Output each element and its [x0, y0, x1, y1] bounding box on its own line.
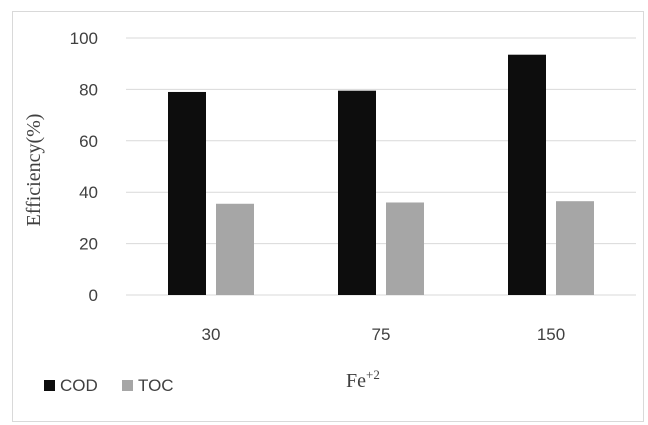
- y-tick-label: 100: [70, 29, 98, 48]
- legend-label-toc: TOC: [138, 376, 174, 395]
- legend-swatch-cod: [44, 380, 55, 391]
- y-tick-label: 60: [79, 132, 98, 151]
- bar-toc-75: [386, 202, 424, 295]
- legend-label-cod: COD: [60, 376, 98, 395]
- legend-swatch-toc: [122, 380, 133, 391]
- bar-cod-150: [508, 54, 546, 295]
- y-tick-label: 80: [79, 80, 98, 99]
- bar-toc-30: [216, 203, 254, 295]
- x-axis-title: Fe+2: [346, 367, 380, 392]
- bars: [168, 54, 594, 295]
- bar-toc-150: [556, 201, 594, 295]
- bar-cod-30: [168, 91, 206, 295]
- y-axis-title: Efficiency(%): [23, 114, 45, 227]
- x-tick-label: 150: [537, 325, 565, 344]
- y-axis-ticks: 0 20 40 60 80 100: [70, 29, 98, 305]
- y-tick-label: 20: [79, 235, 98, 254]
- x-tick-label: 30: [202, 325, 221, 344]
- y-tick-label: 0: [89, 286, 98, 305]
- x-tick-label: 75: [372, 325, 391, 344]
- x-axis-title-superscript: +2: [366, 367, 380, 382]
- x-axis-title-base: Fe: [346, 370, 366, 392]
- legend: COD TOC: [44, 376, 174, 395]
- y-tick-label: 40: [79, 183, 98, 202]
- x-axis-ticks: 30 75 150: [202, 325, 566, 344]
- gridlines: [126, 37, 636, 296]
- bar-cod-75: [338, 90, 376, 295]
